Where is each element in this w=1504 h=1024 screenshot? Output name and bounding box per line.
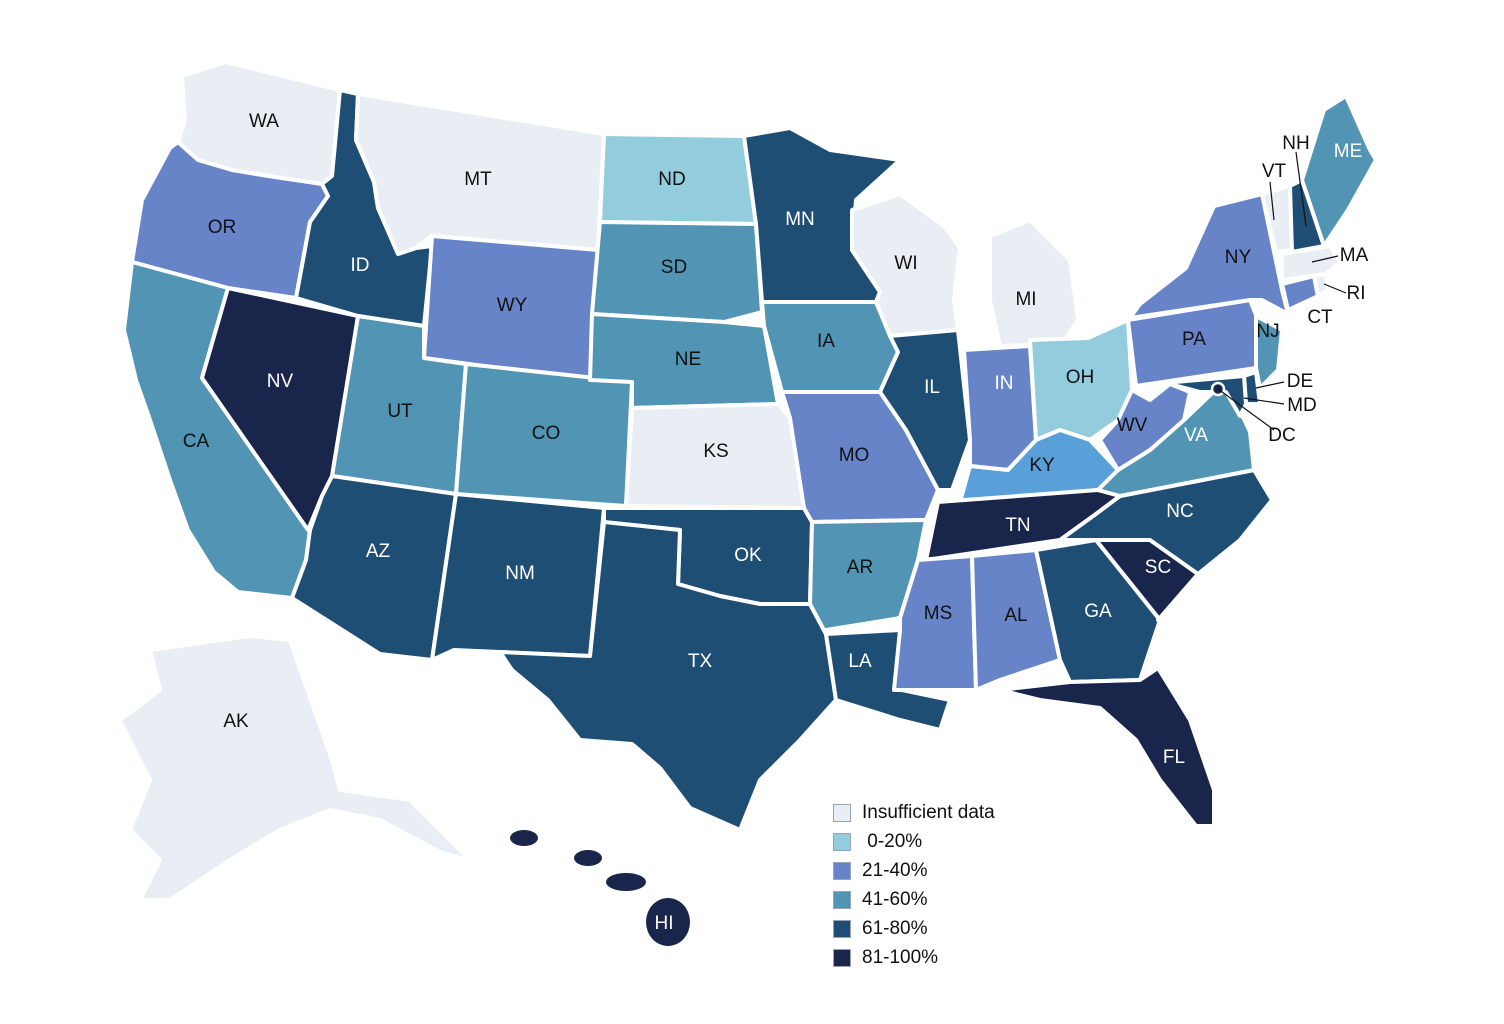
label-wi: WI bbox=[894, 253, 917, 274]
label-id: ID bbox=[351, 255, 370, 276]
state-shape-ak[interactable] bbox=[118, 634, 472, 902]
label-me: ME bbox=[1334, 141, 1363, 162]
label-ma: MA bbox=[1340, 245, 1369, 266]
legend-swatch bbox=[833, 832, 851, 851]
label-ok: OK bbox=[734, 545, 762, 566]
state-shape-sd[interactable] bbox=[590, 220, 764, 324]
label-ne: NE bbox=[675, 349, 701, 370]
state-shape-nc[interactable] bbox=[1058, 468, 1274, 576]
legend-item-61-80: 61-80% bbox=[833, 914, 995, 943]
label-de: DE bbox=[1287, 371, 1313, 392]
state-shape-tx[interactable] bbox=[498, 520, 838, 832]
legend-item-21-40: 21-40% bbox=[833, 856, 995, 885]
state-shape-il[interactable] bbox=[878, 328, 972, 492]
legend-label: 61-80% bbox=[862, 917, 928, 939]
label-nv: NV bbox=[267, 371, 294, 392]
legend-item-41-60: 41-60% bbox=[833, 885, 995, 914]
state-labels: WA OR CA NV ID MT WY UT AZ CO NM ND SD N… bbox=[183, 111, 1369, 934]
label-or: OR bbox=[208, 217, 237, 238]
label-vt: VT bbox=[1262, 161, 1287, 182]
label-oh: OH bbox=[1066, 367, 1095, 388]
label-tn: TN bbox=[1005, 515, 1030, 536]
label-ks: KS bbox=[703, 441, 728, 462]
label-hi: HI bbox=[655, 913, 674, 934]
label-mn: MN bbox=[785, 209, 815, 230]
state-shape-fl[interactable] bbox=[998, 666, 1216, 828]
state-shape-me[interactable] bbox=[1300, 94, 1378, 248]
label-fl: FL bbox=[1163, 747, 1185, 768]
legend-swatch bbox=[833, 861, 851, 880]
label-pa: PA bbox=[1182, 329, 1206, 350]
label-ny: NY bbox=[1225, 247, 1252, 268]
label-ak: AK bbox=[223, 711, 249, 732]
label-mi: MI bbox=[1015, 289, 1036, 310]
label-mo: MO bbox=[839, 445, 870, 466]
label-tx: TX bbox=[688, 651, 713, 672]
state-shape-wv[interactable] bbox=[1098, 382, 1192, 472]
label-sd: SD bbox=[661, 257, 687, 278]
label-dc: DC bbox=[1268, 425, 1295, 446]
label-nj: NJ bbox=[1256, 321, 1279, 342]
legend-swatch bbox=[833, 803, 851, 822]
legend-label: 41-60% bbox=[862, 888, 928, 910]
label-il: IL bbox=[924, 377, 940, 398]
label-va: VA bbox=[1184, 425, 1208, 446]
label-ca: CA bbox=[183, 431, 210, 452]
state-shape-nj[interactable] bbox=[1254, 314, 1284, 390]
label-wa: WA bbox=[249, 111, 279, 132]
label-ga: GA bbox=[1084, 601, 1112, 622]
legend-item-81-100: 81-100% bbox=[833, 943, 995, 972]
label-ky: KY bbox=[1029, 455, 1055, 476]
label-nd: ND bbox=[658, 169, 685, 190]
state-shape-ny[interactable] bbox=[1128, 192, 1290, 320]
label-nc: NC bbox=[1166, 501, 1193, 522]
state-shape-mi[interactable] bbox=[988, 218, 1080, 348]
legend-swatch bbox=[833, 948, 851, 967]
legend-item-insufficient: Insufficient data bbox=[833, 798, 995, 827]
state-shape-hi[interactable] bbox=[510, 830, 690, 946]
legend-label: 21-40% bbox=[862, 859, 928, 881]
legend-label: 0-20% bbox=[862, 830, 923, 852]
legend-swatch bbox=[833, 890, 851, 909]
label-co: CO bbox=[532, 423, 561, 444]
label-ar: AR bbox=[847, 557, 873, 578]
label-ri: RI bbox=[1347, 283, 1366, 304]
label-md: MD bbox=[1287, 395, 1317, 416]
legend-swatch bbox=[833, 919, 851, 938]
label-la: LA bbox=[848, 651, 872, 672]
legend-item-0-20: 0-20% bbox=[833, 827, 995, 856]
label-az: AZ bbox=[366, 541, 391, 562]
label-in: IN bbox=[995, 373, 1014, 394]
label-nh: NH bbox=[1282, 133, 1309, 154]
state-shape-al[interactable] bbox=[970, 548, 1062, 692]
label-ia: IA bbox=[817, 331, 835, 352]
label-ms: MS bbox=[924, 603, 953, 624]
legend-label: 81-100% bbox=[862, 946, 939, 968]
label-ut: UT bbox=[387, 401, 413, 422]
label-sc: SC bbox=[1145, 557, 1171, 578]
label-nm: NM bbox=[505, 563, 535, 584]
state-shape-ar[interactable] bbox=[808, 518, 928, 636]
label-ct: CT bbox=[1307, 307, 1333, 328]
legend-label: Insufficient data bbox=[862, 801, 995, 823]
map-legend: Insufficient data 0-20% 21-40% 41-60% 61… bbox=[833, 798, 995, 972]
label-al: AL bbox=[1004, 605, 1027, 626]
leader-lines bbox=[1217, 151, 1347, 431]
label-mt: MT bbox=[464, 169, 492, 190]
label-wy: WY bbox=[497, 295, 528, 316]
label-wv: WV bbox=[1117, 415, 1148, 436]
